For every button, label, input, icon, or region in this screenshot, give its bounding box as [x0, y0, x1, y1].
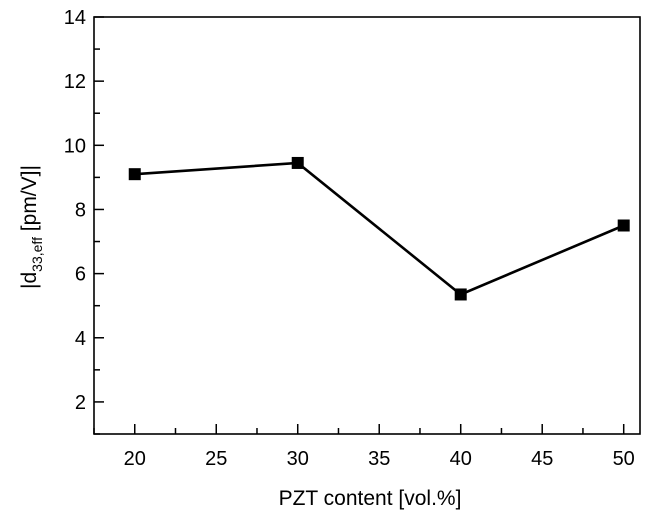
x-tick-label: 35: [368, 448, 390, 470]
data-point-marker: [454, 288, 467, 301]
y-axis-ticks: 2 4 6 8 10 12 14: [64, 7, 104, 435]
y-tick-label: 2: [75, 392, 86, 414]
x-tick-label: 20: [124, 448, 146, 470]
y-tick-label: 4: [75, 328, 86, 350]
data-point-marker: [617, 219, 630, 232]
x-tick-label: 40: [450, 448, 472, 470]
data-point-marker: [291, 156, 304, 169]
plot-border: [93, 16, 641, 435]
data-point-marker: [128, 168, 141, 181]
y-tick-label: 12: [64, 71, 86, 93]
y-tick-label: 14: [64, 7, 86, 29]
series-line: [134, 161, 625, 296]
y-axis-title: |d33,eff [pm/V]|: [18, 165, 45, 289]
y-tick-label: 8: [75, 199, 86, 221]
data-series: [128, 156, 630, 301]
x-tick-label: 30: [287, 448, 309, 470]
x-axis-title: PZT content [vol.%]: [279, 487, 462, 510]
y-tick-label: 10: [64, 135, 86, 157]
y-axis-title-subscript: 33,eff: [29, 237, 45, 272]
y-tick-label: 6: [75, 264, 86, 286]
x-tick-label: 50: [613, 448, 635, 470]
y-axis-title-prefix: |d: [18, 272, 41, 289]
x-tick-label: 45: [531, 448, 553, 470]
y-axis-title-suffix: [pm/V]|: [18, 165, 41, 237]
x-tick-label: 25: [205, 448, 227, 470]
x-axis-ticks: 20 25 30 35 40 45 50: [93, 424, 635, 470]
plot-frame: [93, 16, 641, 435]
